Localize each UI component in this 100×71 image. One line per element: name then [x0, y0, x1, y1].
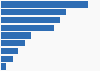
Bar — [1, 40, 25, 46]
Bar — [1, 17, 60, 23]
Bar — [1, 48, 18, 54]
Bar — [1, 32, 31, 39]
Bar — [1, 9, 66, 15]
Bar — [1, 63, 6, 70]
Bar — [1, 1, 88, 8]
Bar — [1, 56, 13, 62]
Bar — [1, 25, 54, 31]
